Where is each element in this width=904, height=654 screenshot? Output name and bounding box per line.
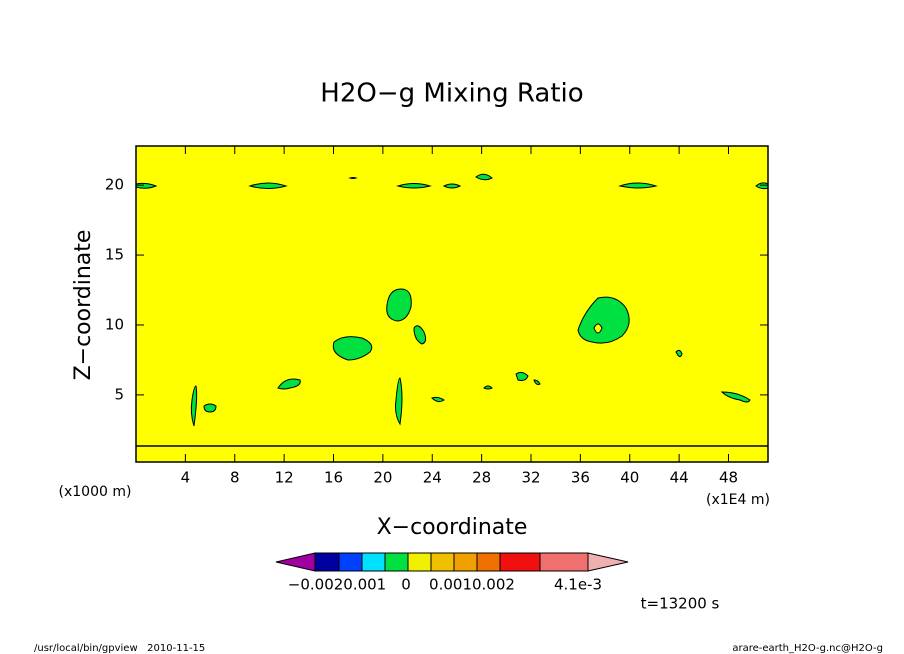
colorbar-swatch [539, 552, 589, 572]
footer-right: arare-earth_H2O-g.nc@H2O-g [732, 643, 883, 654]
region [348, 177, 358, 179]
field [136, 146, 768, 462]
region [618, 182, 658, 189]
x-tick-label: 32 [521, 469, 540, 487]
x-tick-label: 12 [275, 469, 294, 487]
chart-title: H2O−g Mixing Ratio [320, 79, 583, 109]
x-tick-label: 20 [373, 469, 392, 487]
region [277, 378, 301, 390]
colorbar-swatch [430, 552, 455, 572]
footer-left: /usr/local/bin/gpview 2010-11-15 [34, 643, 205, 654]
region [675, 349, 683, 358]
colorbar-swatch [275, 552, 316, 572]
x-tick-label: 40 [620, 469, 639, 487]
y-tick-label: 5 [114, 385, 124, 403]
frame [135, 145, 769, 463]
y-tick-label: 20 [105, 176, 124, 194]
colorbar-swatch [499, 552, 541, 572]
colorbar-swatch [384, 552, 409, 572]
region [515, 371, 541, 385]
x-tick-label: 48 [719, 469, 738, 487]
region [395, 377, 403, 426]
x-scale: (x1E4 m) [706, 492, 770, 508]
region [413, 325, 427, 345]
region [720, 391, 751, 403]
contour-regions [135, 173, 769, 427]
x-axis-label: X−coordinate [377, 515, 528, 540]
colorbar: −0.0020.001 0 0.0010.002 4.1e-3 [275, 552, 629, 594]
region [386, 288, 412, 322]
region [396, 183, 432, 189]
region [442, 183, 462, 189]
x-tick-label: 28 [472, 469, 491, 487]
colorbar-swatch [476, 552, 501, 572]
x-tick-label: 44 [670, 469, 689, 487]
annotation: t=13200 s [641, 595, 720, 613]
colorbar-label: 0.0010.002 [429, 576, 515, 594]
colorbar-swatch [361, 552, 386, 572]
region [577, 296, 630, 344]
colorbar-swatch [453, 552, 478, 572]
region [135, 182, 158, 189]
x-tick-label: 8 [230, 469, 240, 487]
colorbar-swatch [338, 552, 363, 572]
region [332, 336, 373, 361]
colorbar-label: 0 [401, 576, 411, 594]
region [483, 385, 493, 390]
x-unit: (x1000 m) [59, 484, 132, 500]
y-tick-label: 15 [105, 246, 124, 264]
colorbar-label: 4.1e-3 [554, 576, 602, 594]
y-axis-label: Z−coordinate [71, 230, 96, 381]
colorbar-swatch [407, 552, 432, 572]
x-tick-label: 16 [324, 469, 343, 487]
colorbar-swatch [587, 552, 629, 572]
x-tick-label: 36 [571, 469, 590, 487]
x-tick-label: 4 [181, 469, 191, 487]
region [431, 396, 445, 403]
region [190, 385, 198, 427]
region [203, 403, 217, 413]
x-tick-label: 24 [423, 469, 442, 487]
y-tick-label: 10 [105, 315, 124, 333]
region [248, 182, 288, 189]
colorbar-swatch [314, 552, 340, 572]
region [475, 173, 493, 181]
colorbar-label: −0.0020.001 [288, 576, 386, 594]
